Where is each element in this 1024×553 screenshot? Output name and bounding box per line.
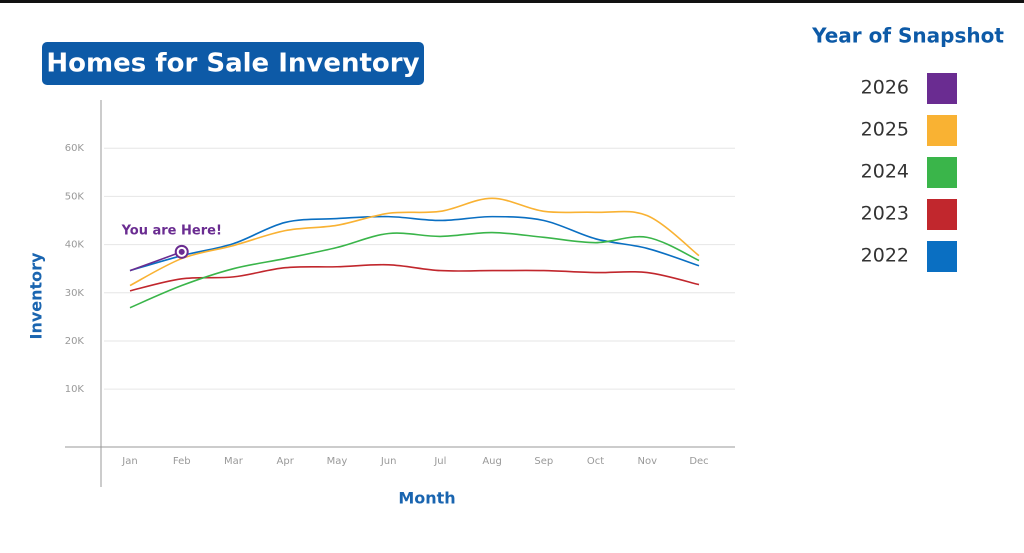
annotation: You are Here! bbox=[121, 223, 222, 238]
legend-label: 2023 bbox=[861, 203, 909, 225]
legend-label: 2025 bbox=[861, 119, 909, 141]
x-tick-label: Feb bbox=[173, 456, 191, 467]
legend-swatch bbox=[927, 115, 957, 146]
x-tick-label: Aug bbox=[482, 456, 502, 467]
x-tick-label: Apr bbox=[277, 456, 295, 467]
title-box bbox=[42, 42, 424, 85]
y-tick-label: 40K bbox=[65, 240, 85, 251]
x-tick-label: Dec bbox=[689, 456, 708, 467]
x-tick-label: Sep bbox=[534, 456, 553, 467]
x-axis-label: Month bbox=[398, 489, 455, 508]
top-bar bbox=[0, 0, 1024, 3]
legend-label: 2026 bbox=[861, 77, 909, 99]
x-tick-label: Oct bbox=[587, 456, 604, 467]
y-tick-label: 10K bbox=[65, 384, 85, 395]
x-tick-label: May bbox=[327, 456, 348, 467]
legend-label: 2022 bbox=[861, 245, 909, 267]
y-tick-label: 50K bbox=[65, 191, 85, 202]
legend-swatch bbox=[927, 157, 957, 188]
legend-label: 2024 bbox=[861, 161, 909, 183]
series-line bbox=[129, 197, 700, 287]
series-line bbox=[129, 263, 700, 292]
you-are-here-dot bbox=[178, 248, 185, 255]
x-tick-label: Jul bbox=[433, 456, 446, 467]
x-tick-label: Jan bbox=[121, 456, 137, 467]
y-tick-label: 20K bbox=[65, 336, 85, 347]
series-line bbox=[129, 231, 700, 309]
legend-title: Year of Snapshot bbox=[811, 24, 1004, 48]
x-tick-label: Mar bbox=[224, 456, 244, 467]
y-tick-label: 60K bbox=[65, 143, 85, 154]
y-axis-label: Inventory bbox=[27, 252, 46, 340]
x-tick-label: Nov bbox=[638, 456, 658, 467]
series-line bbox=[129, 215, 700, 272]
legend-swatch bbox=[927, 199, 957, 230]
legend-swatch bbox=[927, 73, 957, 104]
legend-swatch bbox=[927, 241, 957, 272]
chart-title: Homes for Sale Inventory bbox=[46, 49, 419, 79]
x-tick-label: Jun bbox=[380, 456, 397, 467]
y-tick-label: 30K bbox=[65, 288, 85, 299]
